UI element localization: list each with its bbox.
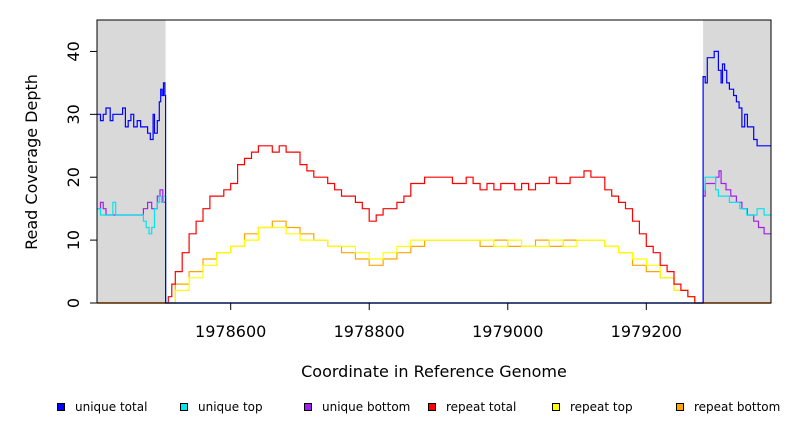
shaded-region-0 <box>97 20 166 303</box>
legend-item-repeat-total: repeat total <box>428 400 516 414</box>
legend-label: repeat total <box>446 400 517 414</box>
series-line-repeat-top <box>97 226 771 304</box>
y-axis: 0 10 20 30 40 <box>64 41 97 308</box>
legend-swatch <box>57 403 65 411</box>
legend-item-unique-top: unique top <box>180 400 263 414</box>
y-tick-label: 40 <box>64 41 83 61</box>
plot-frame <box>96 19 772 304</box>
x-tick-label: 1978800 <box>334 322 405 341</box>
shaded-regions <box>97 20 771 303</box>
legend-swatch <box>180 403 188 411</box>
legend-item-repeat-top: repeat top <box>552 400 633 414</box>
series-line-repeat-total <box>97 145 771 304</box>
y-tick-label: 30 <box>64 104 83 124</box>
y-tick-label: 10 <box>64 230 83 250</box>
legend-label: repeat bottom <box>694 400 781 414</box>
series-line-repeat-bottom <box>97 220 771 304</box>
x-axis: 1978600 1978800 1979000 1979200 <box>195 303 682 341</box>
legend-swatch <box>552 403 560 411</box>
series-line-unique-top <box>97 176 771 304</box>
series-line-unique-bottom <box>97 170 771 304</box>
legend-label: unique bottom <box>322 400 411 414</box>
legend-label: unique top <box>198 400 263 414</box>
x-axis-label: Coordinate in Reference Genome <box>301 362 567 381</box>
legend: unique total unique top unique bottom repea… <box>0 400 792 418</box>
legend-item-unique-bottom: unique bottom <box>304 400 410 414</box>
y-axis-label: Read Coverage Depth <box>22 74 41 250</box>
series-lines <box>97 50 771 304</box>
legend-swatch <box>676 403 684 411</box>
legend-swatch <box>304 403 312 411</box>
legend-item-unique-total: unique total <box>57 400 147 414</box>
y-tick-label: 0 <box>64 298 83 308</box>
x-tick-label: 1979000 <box>472 322 543 341</box>
series-line-unique-total <box>97 50 771 304</box>
legend-label: repeat top <box>570 400 633 414</box>
shaded-region-1 <box>703 20 771 303</box>
x-tick-label: 1978600 <box>195 322 266 341</box>
legend-item-repeat-bottom: repeat bottom <box>676 400 780 414</box>
legend-label: unique total <box>75 400 148 414</box>
x-tick-label: 1979200 <box>611 322 682 341</box>
legend-swatch <box>428 403 436 411</box>
y-tick-label: 20 <box>64 167 83 187</box>
